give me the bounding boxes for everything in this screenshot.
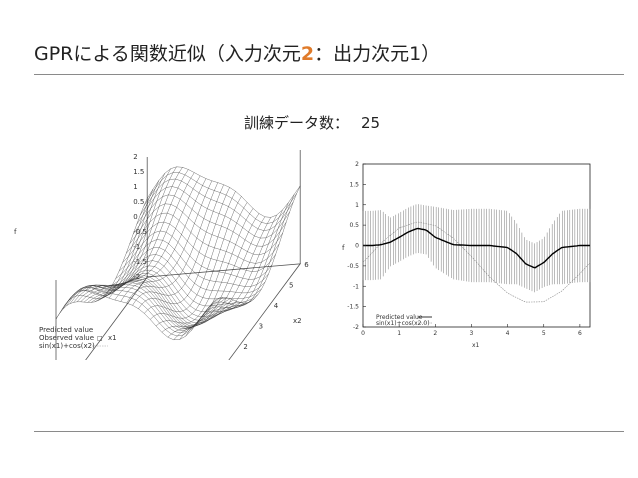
gp-x-tick-label: 2 — [433, 330, 437, 337]
mesh-line — [147, 166, 301, 218]
mesh-line — [108, 254, 262, 300]
z-tick-label: 2 — [133, 153, 137, 161]
predicted-mean-line — [363, 227, 590, 269]
bottom-divider — [34, 431, 624, 432]
mesh-line — [73, 282, 227, 329]
mesh-line — [91, 275, 245, 324]
mesh-line — [136, 186, 290, 239]
training-count-label: 訓練データ数： — [244, 114, 350, 132]
title-highlight: 2 — [300, 43, 315, 65]
mesh-line — [140, 178, 294, 231]
mesh-line — [69, 284, 224, 330]
mesh-line — [55, 290, 210, 340]
gp-y-tick-label: -0.5 — [347, 263, 359, 270]
slide-title: GPRによる関数近似（入力次元2：出力次元1） — [34, 42, 440, 66]
gp-slice-plot: 21.510.50-0.5-1-1.5-20 1 2 3 4 5 6 f x1 Predic… — [342, 161, 591, 349]
mesh-line — [80, 280, 234, 328]
mesh-line — [122, 221, 276, 272]
mesh-line — [133, 194, 287, 247]
mesh-line — [150, 196, 242, 320]
title-suffix: ：出力次元1） — [314, 43, 441, 65]
top-divider — [34, 74, 624, 75]
gp-x-tick-label: 5 — [542, 330, 546, 337]
x1-axis-label: x1 — [108, 334, 117, 342]
legend-observed-marker: □ — [97, 335, 103, 342]
gp-legend-predicted: Predicted value — [376, 314, 423, 321]
legend-entry-function: sin(x1)+cos(x2) — [39, 342, 95, 350]
mesh-line — [94, 273, 248, 321]
gp-x-tick-label: 4 — [506, 330, 510, 337]
mesh-line — [59, 287, 213, 337]
mesh-line — [66, 284, 220, 331]
x2-tick-label: 2 — [243, 343, 247, 351]
uncertainty-band — [362, 204, 591, 293]
gp-x-tick-label: 1 — [397, 330, 401, 337]
mesh-line — [76, 281, 231, 328]
gp-y-tick-label: 1.5 — [349, 181, 359, 188]
mesh-line — [126, 212, 280, 264]
surface-legend: Predicted value Observed value □ sin(x1)… — [39, 326, 108, 350]
training-count-value: 25 — [361, 114, 381, 132]
z-tick-label: -1.5 — [133, 258, 147, 266]
z-tick-label: -1 — [133, 243, 140, 251]
mesh-line — [118, 230, 273, 280]
gp-y-axis-label: f — [342, 244, 345, 252]
x2-tick-label: 6 — [304, 261, 309, 269]
gp-y-tick-label: 0 — [355, 243, 359, 250]
true-function-line — [362, 221, 591, 303]
mesh-line — [83, 278, 238, 327]
gp-legend: Predicted value sin(x1)+cos(x2.0) — [376, 314, 432, 327]
gp-x-tick-label: 0 — [361, 330, 365, 337]
mesh-line — [173, 216, 266, 340]
gp-y-tick-label: 1 — [355, 202, 359, 209]
x2-axis-label: x2 — [293, 317, 302, 325]
mesh-line — [98, 270, 252, 317]
mesh-line — [115, 239, 269, 287]
gp-x-tick-label: 3 — [470, 330, 474, 337]
legend-entry-predicted: Predicted value — [39, 326, 93, 334]
gp-y-tick-label: 0.5 — [349, 222, 359, 229]
gp-x-tick-label: 6 — [578, 330, 582, 337]
gp-y-tick-label: -1 — [353, 283, 359, 290]
surface-plot-mesh — [55, 166, 301, 340]
gp-legend-function: sin(x1)+cos(x2.0) — [376, 320, 430, 327]
z-tick-label: 1.5 — [133, 168, 144, 176]
mesh-line — [105, 260, 259, 307]
z-tick-label: 0 — [133, 213, 137, 221]
surface-plot-3d: 21.510.50-0.5-1-1.5-201234560123456 f x1… — [14, 150, 309, 360]
mesh-line — [132, 184, 224, 306]
title-prefix: GPRによる関数近似（入力次元 — [34, 43, 301, 65]
gp-y-tick-label: -2 — [353, 324, 359, 331]
z-tick-label: -0.5 — [133, 228, 147, 236]
training-count: 訓練データ数： 25 — [244, 113, 380, 133]
z-tick-label: 1 — [133, 183, 137, 191]
gp-x-axis-label: x1 — [472, 342, 480, 349]
mesh-line — [101, 265, 255, 313]
x2-tick-label: 5 — [289, 281, 293, 289]
z-axis-label: f — [14, 228, 17, 236]
gp-y-tick-label: -1.5 — [347, 304, 359, 311]
mesh-line — [185, 214, 277, 337]
mesh-line — [112, 247, 266, 294]
mesh-line — [108, 175, 201, 299]
mesh-line — [179, 217, 271, 340]
z-tick-label: -2 — [133, 273, 140, 281]
z-tick-label: 0.5 — [133, 198, 144, 206]
x2-tick-label: 3 — [259, 322, 263, 330]
mesh-line — [129, 203, 283, 256]
gp-y-tick-label: 2 — [355, 161, 359, 168]
mesh-line — [202, 194, 295, 316]
mesh-line — [143, 172, 297, 224]
mesh-line — [167, 213, 260, 338]
x2-tick-label: 4 — [274, 302, 279, 310]
legend-entry-observed: Observed value — [39, 334, 94, 342]
